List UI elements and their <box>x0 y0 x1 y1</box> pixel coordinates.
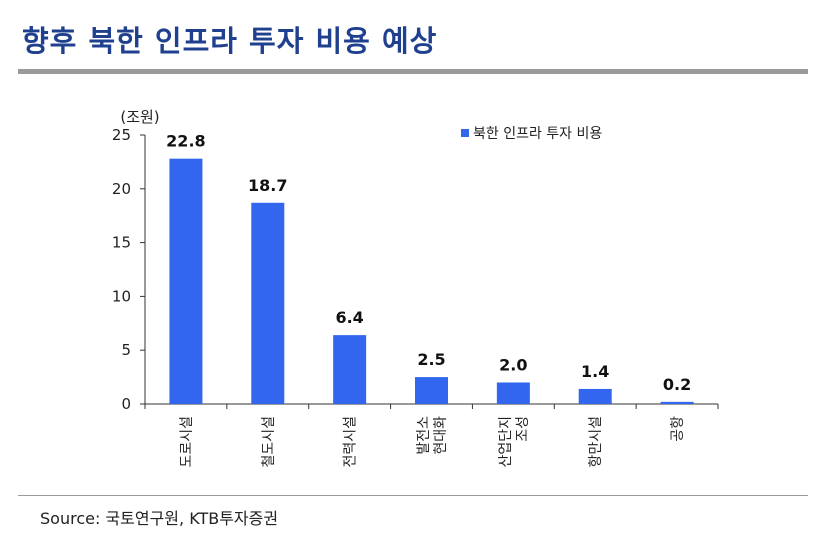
y-tick-label: 5 <box>121 341 131 359</box>
category-label: 발전소 현대화 <box>416 416 449 455</box>
value-label: 1.4 <box>581 362 609 381</box>
category-label: 산업단지 조성 <box>498 416 531 468</box>
category-label-line: 전력시설 <box>343 416 359 468</box>
category-label-line: 조성 <box>515 416 531 442</box>
y-tick-label: 0 <box>121 395 131 413</box>
y-unit-label: (조원) <box>120 108 159 126</box>
category-label: 전력시설 <box>343 416 359 468</box>
bar <box>333 335 367 404</box>
category-label: 철도시설 <box>261 416 277 468</box>
value-label: 6.4 <box>335 308 363 327</box>
legend-label: 북한 인프라 투자 비용 <box>473 126 602 142</box>
bar <box>415 377 448 404</box>
category-label-line: 항만시설 <box>588 416 604 468</box>
value-label: 0.2 <box>663 375 691 394</box>
bar <box>578 388 612 404</box>
category-label-line: 현대화 <box>433 416 449 455</box>
bar <box>496 382 530 404</box>
bar <box>169 158 203 404</box>
category-label-line: 도로시설 <box>179 416 195 468</box>
category-label: 항만시설 <box>588 416 604 468</box>
page-title: 향후 북한 인프라 투자 비용 예상 <box>22 24 438 58</box>
category-label-line: 발전소 <box>416 416 432 455</box>
value-label: 22.8 <box>166 132 205 151</box>
category-label-line: 산업단지 <box>498 416 514 468</box>
y-tick-label: 15 <box>112 234 131 252</box>
bar <box>660 401 694 404</box>
source-divider <box>18 495 808 496</box>
y-tick-label: 25 <box>112 126 131 144</box>
category-label-line: 공항 <box>670 416 686 442</box>
y-tick-label: 20 <box>112 180 131 198</box>
value-label: 2.5 <box>417 350 445 369</box>
category-label: 도로시설 <box>179 416 195 468</box>
value-label: 2.0 <box>499 355 527 374</box>
source-note: Source: 국토연구원, KTB투자증권 <box>40 509 279 528</box>
category-label: 공항 <box>670 416 686 442</box>
bar <box>251 202 285 404</box>
y-tick-label: 10 <box>112 287 131 305</box>
value-label: 18.7 <box>248 176 287 195</box>
title-divider <box>18 69 808 74</box>
legend-swatch <box>461 129 469 137</box>
category-label-line: 철도시설 <box>261 416 277 468</box>
